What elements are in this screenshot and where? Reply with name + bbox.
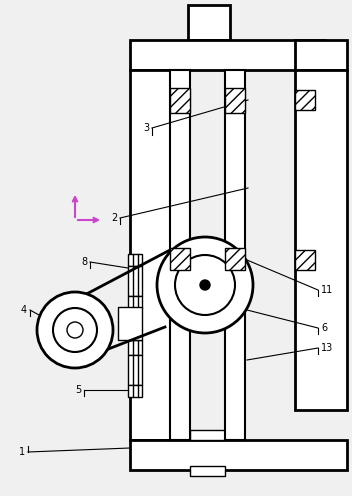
Text: 8: 8 (81, 257, 87, 267)
Circle shape (37, 292, 113, 368)
Bar (128, 340, 142, 355)
Circle shape (157, 237, 253, 333)
Bar (190, 70, 225, 440)
Bar (130, 70, 170, 440)
Bar (295, 70, 347, 410)
Bar (225, 70, 245, 440)
Bar (170, 248, 190, 270)
Text: 11: 11 (321, 285, 333, 295)
Circle shape (53, 308, 97, 352)
Bar (295, 90, 315, 110)
Bar (170, 70, 190, 440)
Circle shape (67, 322, 83, 338)
Bar (190, 466, 225, 476)
Text: 3: 3 (143, 123, 149, 133)
Text: 5: 5 (75, 385, 81, 395)
Bar (128, 296, 142, 308)
Text: 13: 13 (321, 343, 333, 353)
Bar (128, 254, 142, 266)
Bar (295, 40, 347, 70)
Bar (130, 440, 347, 470)
Text: 1: 1 (19, 447, 25, 457)
Bar (295, 250, 315, 270)
Text: 4: 4 (21, 305, 27, 315)
Circle shape (175, 255, 235, 315)
Text: 2: 2 (111, 213, 117, 223)
Bar (118, 307, 142, 340)
Bar (128, 266, 142, 296)
Bar (188, 5, 230, 40)
Circle shape (200, 280, 210, 290)
Bar (190, 430, 225, 440)
Bar (225, 88, 245, 113)
Bar (170, 88, 190, 113)
Bar (128, 355, 142, 385)
Bar (225, 248, 245, 270)
Bar (128, 385, 142, 397)
Bar (130, 40, 325, 70)
Text: 6: 6 (321, 323, 327, 333)
